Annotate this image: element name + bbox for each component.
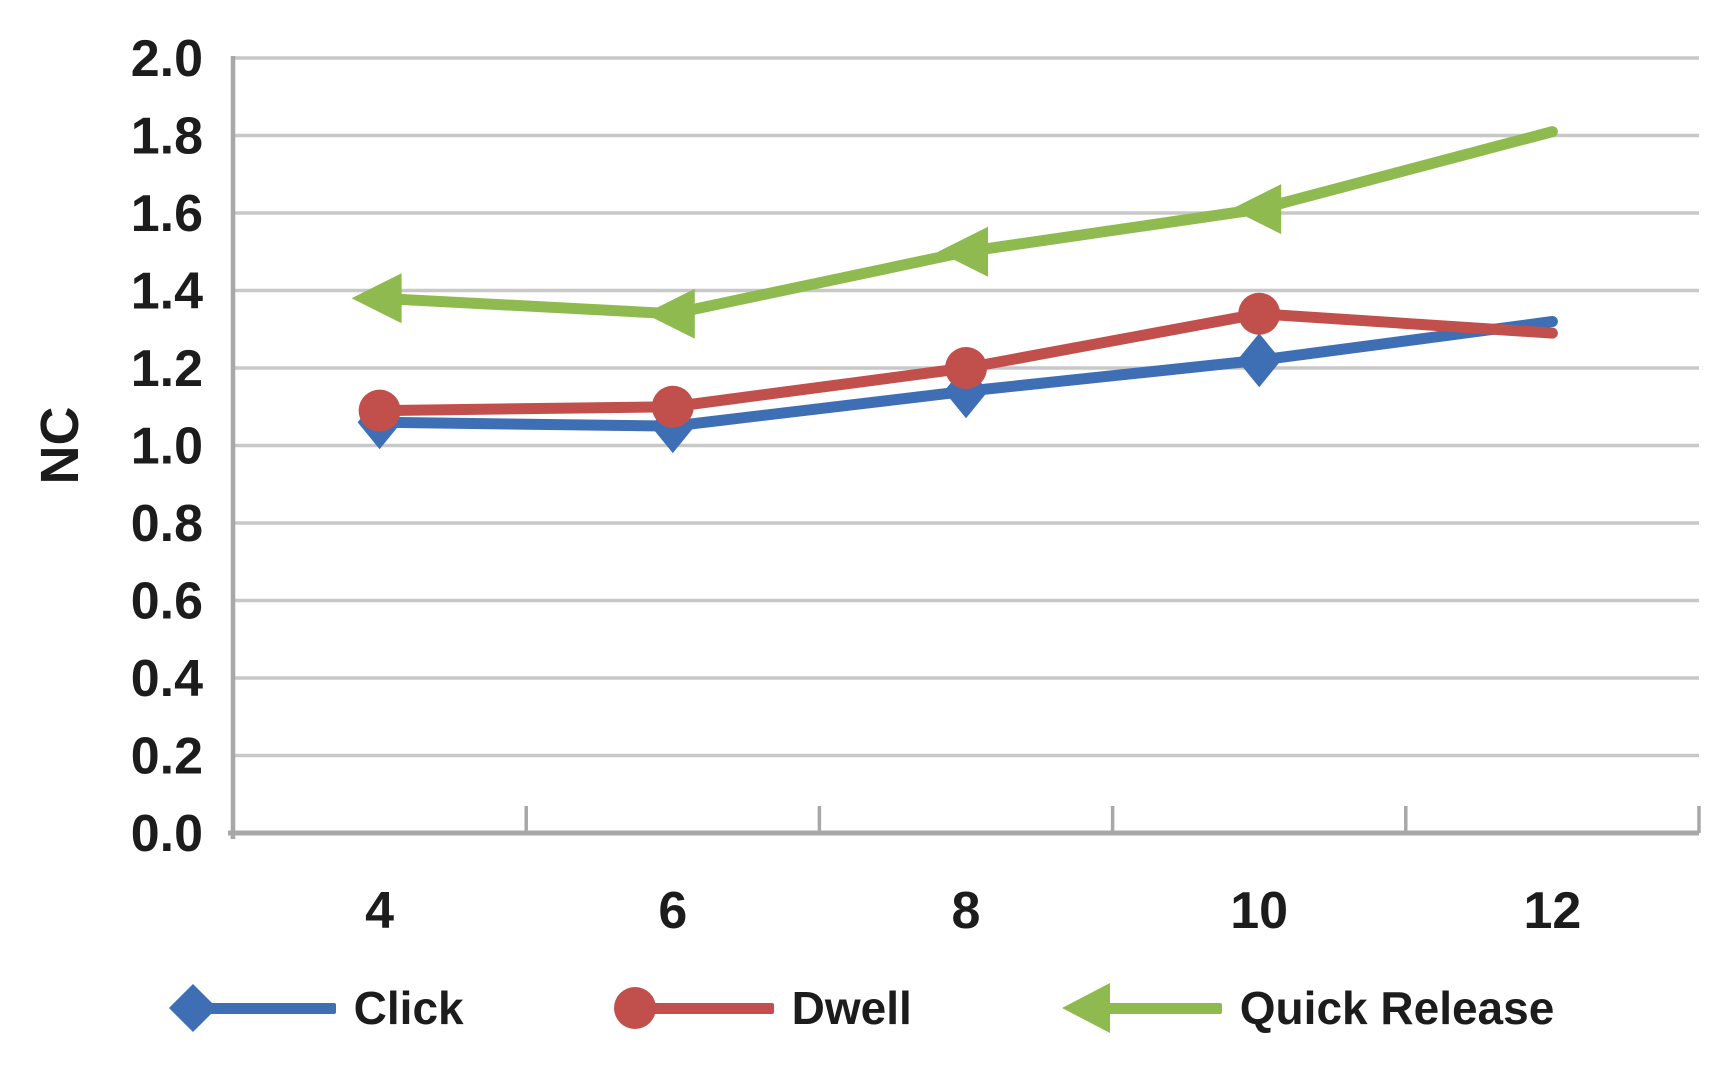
series-line-quick-release bbox=[374, 126, 1558, 320]
triangle-left-marker bbox=[351, 273, 402, 324]
y-tick-label: 0.6 bbox=[131, 573, 203, 631]
legend-label-dwell: Dwell bbox=[791, 982, 912, 1034]
legend-line-quick-release bbox=[1075, 1002, 1222, 1014]
circle-marker bbox=[358, 389, 401, 432]
legend-item-quick-release: Quick Release bbox=[1061, 980, 1555, 1036]
y-tick-label: 0.8 bbox=[131, 495, 203, 553]
y-tick-label: 0.2 bbox=[131, 728, 203, 786]
triangle-left-marker bbox=[644, 288, 695, 339]
y-tick-label: 1.4 bbox=[131, 263, 203, 321]
circle-marker bbox=[651, 385, 694, 428]
legend-line-click bbox=[189, 1002, 336, 1014]
legend-line-dwell bbox=[627, 1002, 774, 1014]
legend-label-click: Click bbox=[353, 982, 464, 1034]
legend-item-click: Click bbox=[168, 980, 464, 1036]
x-tick-label: 8 bbox=[952, 882, 981, 940]
y-tick-label: 0.4 bbox=[131, 650, 203, 708]
x-tick-label: 4 bbox=[365, 882, 394, 940]
y-tick-label: 1.2 bbox=[131, 340, 203, 398]
circle-marker bbox=[1238, 292, 1281, 335]
triangle-left-marker bbox=[938, 226, 988, 277]
x-tick-label: 12 bbox=[1523, 882, 1581, 940]
chart-legend: Click Dwell Quick Release bbox=[0, 958, 1730, 1058]
y-axis-title: NC bbox=[30, 407, 90, 485]
circle-marker-icon bbox=[613, 987, 656, 1029]
arrow-left-marker-icon bbox=[1061, 983, 1110, 1033]
x-tick-label: 6 bbox=[658, 882, 687, 940]
y-tick-label: 1.6 bbox=[131, 185, 203, 243]
y-tick-label: 2.0 bbox=[131, 30, 203, 88]
legend-label-quick-release: Quick Release bbox=[1239, 982, 1555, 1034]
circle-marker bbox=[945, 347, 987, 389]
x-tick-label: 10 bbox=[1230, 882, 1288, 940]
diamond-marker bbox=[1237, 333, 1282, 388]
y-tick-label: 1.0 bbox=[131, 418, 203, 476]
triangle-left-marker bbox=[1231, 184, 1282, 235]
legend-item-dwell: Dwell bbox=[613, 980, 912, 1036]
diamond-marker-icon bbox=[168, 983, 217, 1033]
y-tick-label: 1.8 bbox=[131, 108, 203, 166]
y-tick-label: 0.0 bbox=[131, 805, 203, 863]
